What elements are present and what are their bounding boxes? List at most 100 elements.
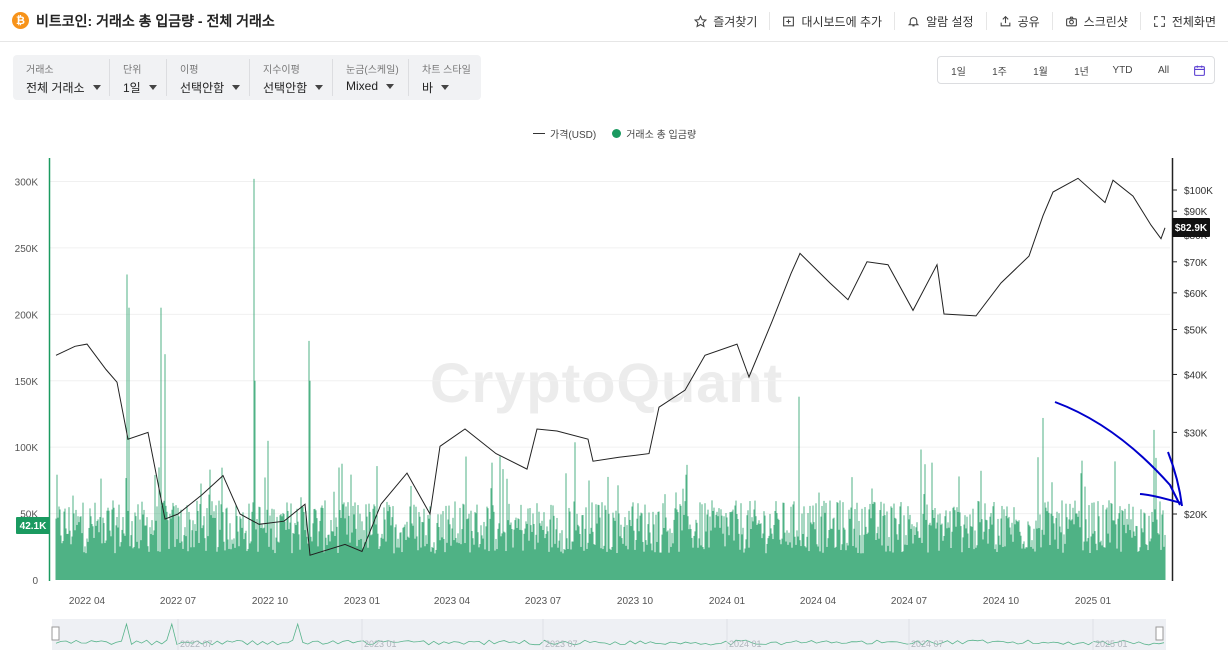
screenshot-label: 스크린샷 <box>1083 14 1128 29</box>
range-all[interactable]: All <box>1157 64 1170 76</box>
inflow-bar <box>616 553 618 580</box>
share-button[interactable]: 공유 <box>985 12 1052 30</box>
inflow-bar <box>685 474 687 580</box>
inflow-bar <box>739 549 741 580</box>
filter-ma[interactable]: 이평 선택안함 <box>167 59 250 96</box>
filter-ema-select[interactable]: 선택안함 <box>263 79 324 96</box>
inflow-bar <box>231 539 233 580</box>
legend-price[interactable]: 가격(USD) <box>550 130 597 141</box>
inflow-bar <box>769 513 771 580</box>
inflow-bar <box>109 530 111 580</box>
inflow-bar <box>761 538 763 580</box>
inflow-bar <box>1038 528 1040 580</box>
inflow-bar <box>97 519 99 580</box>
range-ytd[interactable]: YTD <box>1112 64 1133 76</box>
inflow-bar <box>311 541 313 580</box>
filter-ema[interactable]: 지수이평 선택안함 <box>250 59 333 96</box>
inflow-bar <box>954 510 956 580</box>
inflow-bar <box>936 522 938 580</box>
inflow-bar <box>646 544 648 580</box>
filter-bar: 거래소 전체 거래소 단위 1일 이평 선택안함 지수이평 선택안함 눈금(스케… <box>13 55 481 100</box>
inflow-bar <box>822 552 824 580</box>
inflow-bar <box>153 530 155 580</box>
inflow-bar <box>565 473 567 580</box>
inflow-bar <box>940 524 942 580</box>
filter-scale[interactable]: 눈금(스케일) Mixed <box>333 59 409 96</box>
alarm-button[interactable]: 알람 설정 <box>894 12 986 30</box>
inflow-bar <box>552 505 554 580</box>
favorite-button[interactable]: 즐겨찾기 <box>682 12 769 30</box>
calendar-button[interactable] <box>1184 64 1214 77</box>
inflow-bar <box>327 534 329 580</box>
inflow-bar <box>196 500 198 580</box>
range-1m[interactable]: 1월 <box>1033 66 1048 78</box>
inflow-bar <box>650 543 652 580</box>
x-axis-tick-label: 2023 07 <box>525 596 562 607</box>
inflow-bar <box>217 547 219 580</box>
inflow-bar <box>332 531 334 580</box>
inflow-bar <box>1055 518 1057 580</box>
inflow-bar <box>782 502 784 580</box>
inflow-bar <box>699 502 701 580</box>
chevron-down-icon <box>315 85 324 90</box>
inflow-bar <box>606 551 608 580</box>
inflow-bar <box>73 513 75 580</box>
left-axis-tick-label: 50K <box>20 510 38 521</box>
range-1y[interactable]: 1년 <box>1074 66 1089 78</box>
filter-scale-select[interactable]: Mixed <box>346 79 395 93</box>
filter-unit[interactable]: 단위 1일 <box>110 59 167 96</box>
inflow-bar <box>265 532 267 580</box>
legend-inflow[interactable]: 거래소 총 입금량 <box>626 130 697 141</box>
x-axis-tick-label: 2023 01 <box>344 596 381 607</box>
inflow-bar <box>921 542 923 580</box>
range-1d[interactable]: 1일 <box>951 66 966 78</box>
inflow-bar <box>254 380 256 580</box>
range-1w[interactable]: 1주 <box>992 66 1007 78</box>
add-dashboard-button[interactable]: 대시보드에 추가 <box>769 12 894 30</box>
inflow-bar <box>304 530 306 580</box>
inflow-bar <box>527 508 529 580</box>
filter-exchange[interactable]: 거래소 전체 거래소 <box>13 59 110 96</box>
inflow-bar <box>1030 546 1032 580</box>
inflow-bar <box>677 512 679 580</box>
inflow-bar <box>375 524 377 580</box>
inflow-bar <box>90 516 92 580</box>
inflow-bar <box>412 525 414 580</box>
inflow-bar <box>857 552 859 580</box>
inflow-bar <box>874 502 876 580</box>
inflow-bar <box>417 550 419 580</box>
inflow-bar <box>638 531 640 580</box>
inflow-bar <box>284 521 286 580</box>
inflow-bar <box>900 502 902 580</box>
inflow-bar <box>429 506 431 580</box>
inflow-bar <box>858 520 860 580</box>
inflow-bar <box>240 518 242 580</box>
inflow-bar <box>100 478 102 580</box>
last-price-badge <box>1172 218 1210 237</box>
inflow-bar <box>490 488 492 580</box>
inflow-bar <box>549 519 551 580</box>
inflow-bar <box>178 516 180 580</box>
inflow-bar <box>964 515 966 580</box>
navigator-handle-right[interactable] <box>1155 626 1164 641</box>
inflow-bar <box>99 517 101 580</box>
filter-exchange-select[interactable]: 전체 거래소 <box>26 79 101 96</box>
inflow-bar <box>452 517 454 580</box>
inflow-bar <box>135 516 137 580</box>
inflow-bar <box>55 518 57 580</box>
inflow-bar <box>387 511 389 580</box>
inflow-bar <box>539 523 541 580</box>
inflow-bar <box>322 508 324 580</box>
navigator-handle-left[interactable] <box>51 626 60 641</box>
fullscreen-button[interactable]: 전체화면 <box>1139 12 1228 30</box>
filter-style[interactable]: 차트 스타일 바 <box>409 59 481 96</box>
inflow-bar <box>819 551 821 580</box>
filter-ma-select[interactable]: 선택안함 <box>180 79 241 96</box>
screenshot-button[interactable]: 스크린샷 <box>1051 12 1140 30</box>
inflow-bar <box>255 529 257 580</box>
inflow-bar <box>982 539 984 580</box>
filter-unit-select[interactable]: 1일 <box>123 79 157 96</box>
inflow-bar <box>511 528 513 580</box>
filter-style-select[interactable]: 바 <box>422 79 450 96</box>
inflow-bar <box>325 537 327 580</box>
